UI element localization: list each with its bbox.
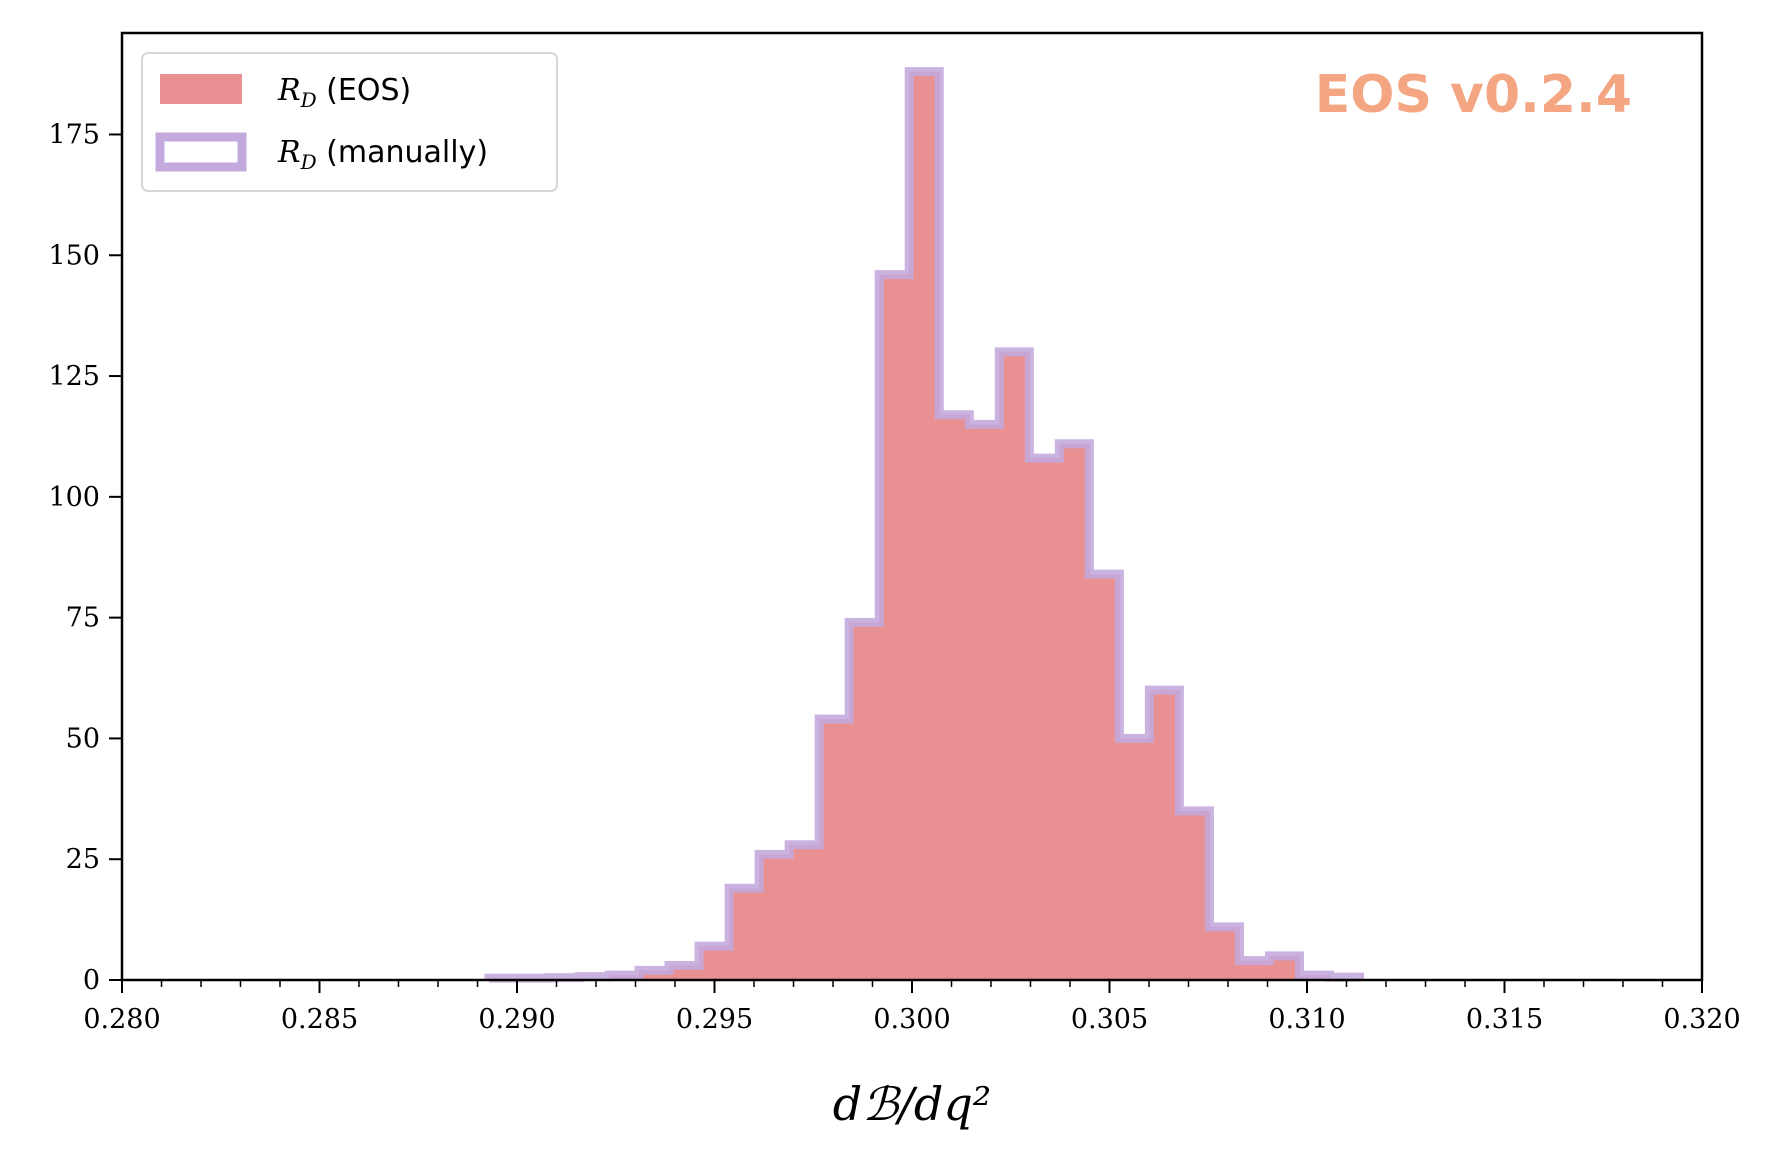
histogram-bar (1089, 574, 1120, 980)
x-tick-label: 0.315 (1466, 1004, 1543, 1035)
x-axis: 0.280 0.285 0.290 0.295 0.300 0.305 0.310 0.315… (83, 980, 1741, 1035)
y-tick-label: 75 (66, 603, 100, 634)
series-step-line (484, 67, 1365, 983)
histogram-bar (1119, 738, 1150, 980)
histogram-bar (759, 854, 790, 980)
legend-label-manual: RD (manually) (277, 135, 488, 174)
histogram-bar (879, 274, 910, 981)
x-tick-label: 0.295 (676, 1004, 753, 1035)
histogram-step-outline (484, 67, 1365, 983)
histogram-bar (999, 351, 1030, 980)
y-tick-label: 100 (48, 482, 100, 513)
histogram-bar (789, 844, 820, 980)
legend-swatch-manual (155, 132, 247, 172)
legend-label-eos: RD (EOS) (277, 73, 411, 112)
histogram-bar (849, 622, 880, 980)
histogram-bar (1149, 690, 1181, 980)
histogram-bar (939, 414, 970, 980)
histogram-bar (969, 424, 1000, 980)
x-axis-label: dℬ/dq² (833, 1077, 991, 1131)
histogram-bar (729, 888, 760, 980)
histogram-bar (639, 970, 670, 980)
y-tick-label: 150 (48, 240, 100, 271)
x-tick-label: 0.320 (1663, 1004, 1740, 1035)
x-tick-label: 0.310 (1268, 1004, 1345, 1035)
legend-swatch-eos (160, 74, 242, 104)
histogram-bar (1179, 810, 1211, 980)
histogram-bar (1239, 960, 1271, 980)
histogram-bar (1059, 443, 1090, 980)
histogram-bar (1029, 458, 1060, 980)
y-tick-label: 175 (48, 119, 100, 150)
version-annotation: EOS v0.2.4 (1315, 65, 1632, 125)
y-tick-label: 25 (66, 844, 100, 875)
x-tick-label: 0.290 (478, 1004, 555, 1035)
y-tick-label: 50 (66, 723, 100, 754)
x-tick-label: 0.280 (83, 1004, 160, 1035)
y-tick-label: 0 (83, 965, 100, 996)
x-tick-label: 0.300 (873, 1004, 950, 1035)
histogram-bar (909, 71, 940, 980)
y-tick-label: 125 (48, 361, 100, 392)
x-tick-label: 0.285 (281, 1004, 358, 1035)
y-axis: 0 25 50 75 100 125 150 175 (48, 119, 122, 996)
legend: RD (EOS) RD (manually) (141, 52, 558, 192)
histogram-bars (609, 71, 1331, 981)
histogram-bar (819, 719, 850, 980)
x-tick-label: 0.305 (1071, 1004, 1148, 1035)
histogram-bar (699, 946, 730, 980)
